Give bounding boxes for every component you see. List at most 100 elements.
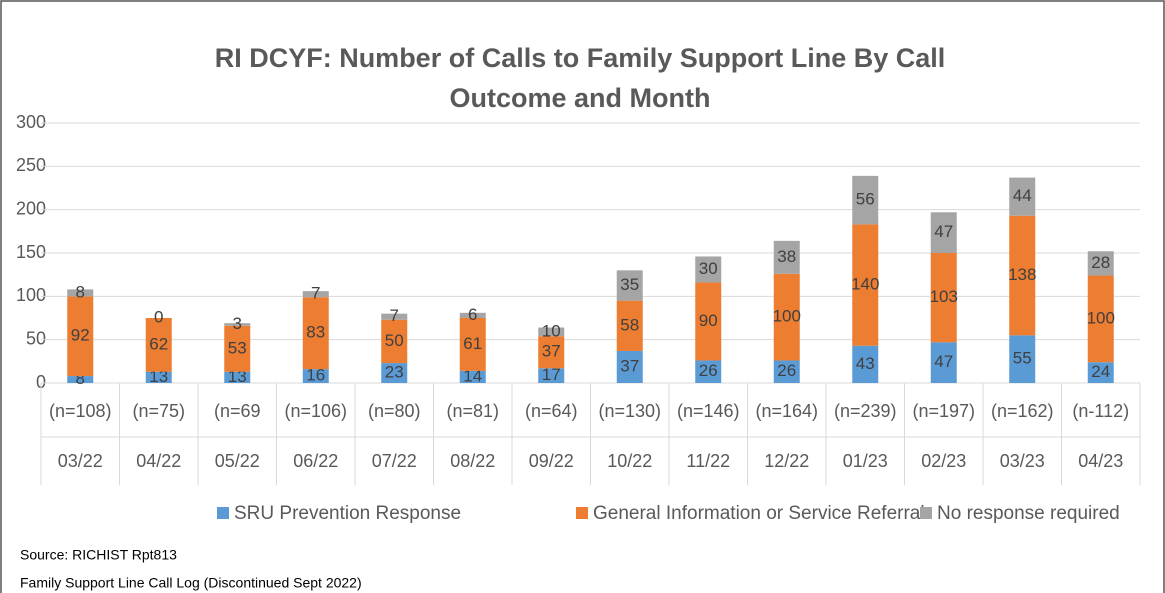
x-tick-label: 03/23 — [1000, 451, 1045, 471]
bar-segment — [538, 336, 565, 369]
bar-segment — [459, 370, 486, 383]
bar-segment — [695, 256, 722, 283]
x-tick-label: 08/22 — [450, 451, 495, 471]
bar-segment — [1087, 362, 1114, 383]
data-label: 8 — [76, 369, 85, 388]
data-label: 26 — [777, 361, 796, 380]
footnote: Source: RICHIST Rpt813 — [20, 547, 177, 563]
bar-segment — [538, 327, 565, 337]
x-tick-label: 09/22 — [529, 451, 574, 471]
footnote: Family Support Line Call Log (Discontinu… — [20, 575, 362, 591]
bar-segment — [538, 368, 565, 383]
bar-segment — [145, 318, 172, 372]
bar-segment — [302, 291, 329, 298]
x-sublabel: (n=239) — [834, 401, 897, 421]
bar-segment — [381, 313, 408, 320]
bar-segment — [1087, 275, 1114, 363]
bar-segment — [930, 342, 957, 383]
data-label: 7 — [311, 284, 320, 303]
data-label: 8 — [76, 282, 85, 301]
bar-segment — [930, 212, 957, 253]
y-tick-label: 300 — [16, 112, 46, 132]
bar-segment — [773, 273, 800, 361]
data-label: 90 — [699, 311, 718, 330]
x-tick-label: 12/22 — [764, 451, 809, 471]
data-label: 47 — [934, 352, 953, 371]
bar-segment — [616, 350, 643, 383]
bar-segment — [1009, 215, 1036, 336]
bar-segment — [695, 360, 722, 383]
bar-segment — [381, 319, 408, 364]
bar-segment — [381, 363, 408, 383]
data-label: 138 — [1008, 265, 1036, 284]
data-label: 14 — [463, 366, 482, 385]
bar-segment — [695, 282, 722, 361]
data-label: 83 — [306, 323, 325, 342]
x-sublabel: (n=130) — [598, 401, 661, 421]
bar-segment — [1087, 251, 1114, 276]
bar-segment — [459, 312, 486, 318]
data-label: 53 — [228, 338, 247, 357]
data-label: 103 — [930, 287, 958, 306]
data-label: 61 — [463, 334, 482, 353]
y-tick-label: 0 — [36, 372, 46, 392]
data-label: 58 — [620, 315, 639, 334]
bar-segment — [773, 240, 800, 274]
bar-segment — [773, 360, 800, 383]
x-tick-label: 04/23 — [1078, 451, 1123, 471]
bar-segment — [1009, 177, 1036, 216]
legend-label: No response required — [937, 503, 1120, 524]
legend-label: SRU Prevention Response — [234, 503, 461, 524]
bar-segment — [224, 323, 251, 326]
x-tick-label: 10/22 — [607, 451, 652, 471]
bar-segment — [852, 224, 879, 346]
x-sublabel: (n=69 — [214, 401, 261, 421]
bar-segment — [302, 369, 329, 383]
data-label: 50 — [385, 331, 404, 350]
data-label: 56 — [856, 190, 875, 209]
data-label: 23 — [385, 363, 404, 382]
x-tick-label: 11/22 — [686, 451, 730, 471]
data-label: 38 — [777, 247, 796, 266]
data-label: 140 — [851, 275, 879, 294]
x-tick-label: 02/23 — [921, 451, 966, 471]
bar-segment — [224, 325, 251, 372]
bar-segment — [67, 296, 94, 377]
x-tick-label: 04/22 — [136, 451, 181, 471]
bar-segment — [302, 297, 329, 370]
bar-segment — [67, 289, 94, 297]
data-label: 10 — [542, 321, 561, 340]
x-tick-label: 06/22 — [293, 451, 338, 471]
data-label: 28 — [1091, 253, 1110, 272]
data-label: 55 — [1013, 349, 1032, 368]
bar-segment — [930, 253, 957, 343]
x-sublabel: (n=64) — [525, 401, 578, 421]
chart-title: Outcome and Month — [450, 83, 711, 113]
x-sublabel: (n=81) — [446, 401, 499, 421]
bar-segment — [224, 371, 251, 383]
data-label: 35 — [620, 275, 639, 294]
bar-segment — [852, 175, 879, 225]
x-sublabel: (n=162) — [991, 401, 1054, 421]
x-sublabel: (n=106) — [284, 401, 347, 421]
data-label: 62 — [149, 334, 168, 353]
data-label: 26 — [699, 361, 718, 380]
data-label: 7 — [390, 306, 399, 325]
y-tick-label: 150 — [16, 242, 46, 262]
bar-segment — [616, 270, 643, 301]
chart-title: RI DCYF: Number of Calls to Family Suppo… — [215, 43, 946, 73]
bar-segment — [145, 371, 172, 383]
data-label: 17 — [542, 365, 561, 384]
x-tick-label: 01/23 — [843, 451, 888, 471]
data-label: 47 — [934, 222, 953, 241]
data-label: 100 — [773, 307, 801, 326]
data-label: 30 — [699, 259, 718, 278]
legend-label: General Information or Service Referral — [593, 503, 925, 524]
data-label: 37 — [620, 356, 639, 375]
bar-segment — [459, 318, 486, 371]
y-tick-label: 50 — [26, 328, 46, 348]
x-tick-label: 03/22 — [58, 451, 103, 471]
data-label: 6 — [468, 305, 477, 324]
data-label: 0 — [154, 307, 163, 326]
